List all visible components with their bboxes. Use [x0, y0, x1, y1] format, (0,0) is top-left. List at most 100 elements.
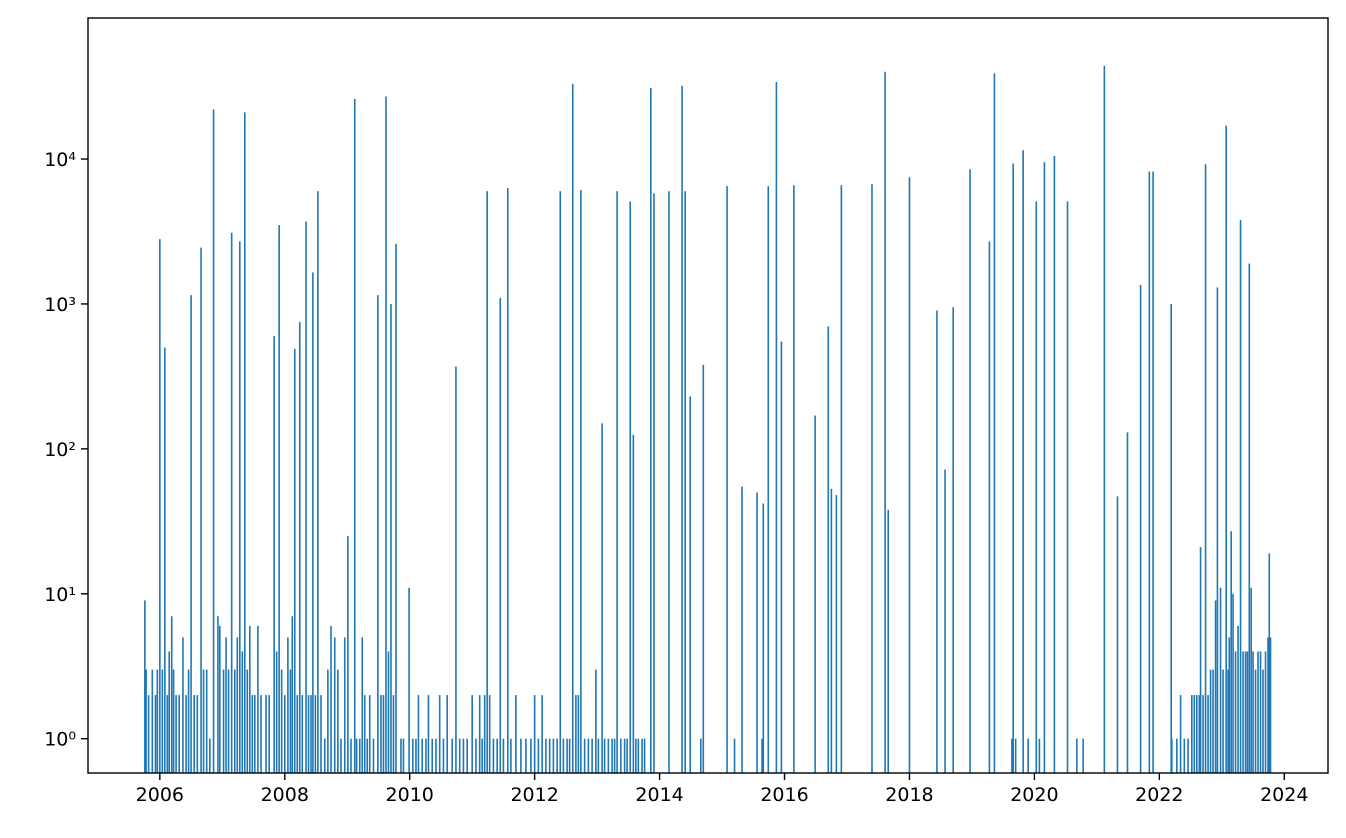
bar — [156, 669, 159, 773]
bar — [361, 637, 364, 773]
bar — [1252, 651, 1254, 773]
bar — [689, 396, 691, 773]
bar — [307, 695, 310, 773]
bar — [268, 695, 270, 773]
bar — [1148, 171, 1151, 773]
bar — [390, 303, 392, 773]
bar — [466, 738, 468, 773]
bar — [1237, 625, 1239, 773]
bar — [1242, 651, 1244, 773]
bar — [483, 695, 486, 773]
bar — [620, 738, 622, 773]
bar — [427, 695, 430, 773]
bar — [936, 310, 938, 773]
bar — [1230, 531, 1232, 773]
bar — [1193, 695, 1196, 773]
bar — [280, 669, 283, 773]
bar — [236, 637, 239, 773]
bar — [227, 669, 230, 773]
bar — [1248, 263, 1251, 773]
bar — [475, 738, 477, 773]
bar — [283, 695, 286, 773]
bar — [1268, 553, 1271, 773]
bar — [587, 738, 590, 773]
bar — [1267, 637, 1269, 773]
bar — [562, 738, 565, 773]
bar — [225, 637, 227, 773]
bar — [408, 587, 410, 773]
y-tick-label: 10⁴ — [44, 149, 76, 171]
bar — [458, 738, 461, 773]
bar — [358, 738, 361, 773]
bar — [234, 669, 236, 773]
bar — [515, 695, 517, 773]
bar — [253, 695, 256, 773]
bar — [353, 98, 356, 773]
bar — [260, 695, 262, 773]
bar — [1227, 669, 1229, 773]
bar — [159, 239, 161, 774]
bar — [684, 191, 686, 774]
bar — [248, 625, 251, 773]
bar — [415, 738, 417, 773]
bar — [637, 738, 640, 773]
bar — [827, 326, 830, 773]
bar — [1219, 587, 1222, 773]
bar — [520, 738, 522, 773]
bar — [387, 651, 390, 773]
bar — [1043, 162, 1046, 773]
bar — [668, 191, 670, 774]
bar — [168, 651, 171, 773]
bar — [1244, 651, 1247, 773]
bar — [499, 297, 502, 773]
y-tick-label: 10³ — [44, 294, 76, 316]
bar — [541, 695, 543, 773]
bar — [1204, 164, 1207, 773]
bar — [502, 738, 505, 773]
bar — [1257, 651, 1259, 773]
bar — [537, 738, 540, 773]
bar — [1269, 637, 1272, 773]
bar — [151, 669, 154, 773]
bar — [1139, 285, 1142, 773]
bar — [871, 184, 873, 773]
bar — [887, 509, 890, 773]
bar — [969, 169, 971, 774]
bar — [603, 738, 606, 773]
bar — [559, 191, 562, 774]
bar — [780, 341, 783, 773]
bar — [1232, 593, 1234, 773]
bar — [762, 503, 765, 773]
axes-frame — [87, 17, 1329, 774]
bar — [1116, 496, 1119, 773]
bar — [597, 738, 600, 773]
bar — [438, 695, 441, 773]
bar — [347, 536, 349, 773]
bar — [164, 347, 166, 773]
bar — [377, 295, 379, 773]
bar — [552, 738, 555, 773]
bar — [733, 738, 736, 773]
bar — [1171, 738, 1173, 773]
bar — [412, 738, 414, 773]
bar — [219, 625, 221, 773]
bar — [681, 85, 683, 773]
bar — [241, 651, 244, 773]
y-tick-label: 10² — [44, 439, 76, 461]
bar — [1207, 695, 1209, 773]
bar — [556, 738, 558, 773]
bar — [568, 738, 571, 773]
bar — [400, 738, 402, 773]
bar — [530, 738, 532, 773]
bar — [1250, 587, 1252, 773]
bar — [1254, 669, 1257, 773]
bar — [451, 738, 453, 773]
bar — [323, 738, 326, 773]
bar — [635, 738, 637, 773]
bar — [988, 241, 991, 774]
bar — [417, 695, 420, 773]
bar — [392, 695, 395, 773]
bar — [756, 492, 758, 773]
bar — [700, 738, 702, 773]
bar — [591, 738, 593, 773]
